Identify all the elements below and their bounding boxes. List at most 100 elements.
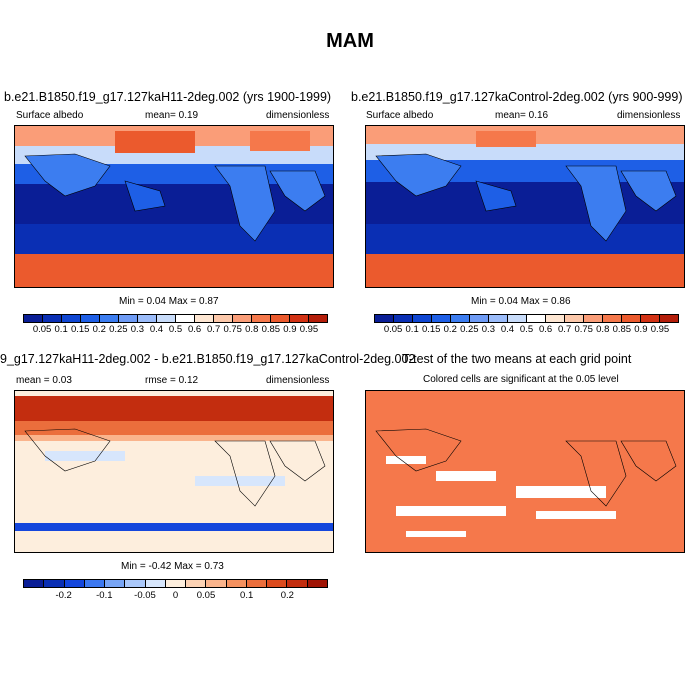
colorbar-tick-label: 0.95 [299, 324, 319, 335]
colorbar-tick-label: 0.05 [32, 324, 52, 335]
colorbar-tick-label: 0 [172, 590, 179, 601]
colorbar-swatch [233, 315, 252, 322]
colorbar-swatch [546, 315, 565, 322]
colorbar-tick-label: 0.9 [283, 324, 297, 335]
colorbar-swatch [84, 580, 106, 587]
colorbar-tick-label: 0.85 [261, 324, 281, 335]
colorbar-swatch [43, 315, 62, 322]
panel1-map [14, 125, 334, 288]
colorbar-swatch [165, 580, 187, 587]
panel1-colorbar [23, 314, 328, 323]
colorbar-swatch [271, 315, 290, 322]
colorbar-tick-label: 0.4 [149, 324, 164, 335]
colorbar-swatch [508, 315, 527, 322]
panel1-minmax: Min = 0.04 Max = 0.87 [119, 296, 219, 307]
panel2-variable-label: Surface albedo [366, 110, 434, 121]
colorbar-swatch [44, 580, 65, 587]
panel2-map [365, 125, 685, 288]
colorbar-tick-label: 0.5 [168, 324, 183, 335]
panel3-colorbar-labels: -0.2 -0.1 -0.05 0 0.05 0.1 0.2 [23, 590, 328, 602]
colorbar-tick-label: 0.75 [574, 324, 593, 335]
colorbar-swatch [413, 315, 432, 322]
colorbar-swatch [62, 315, 81, 322]
colorbar-tick-label: 0.15 [70, 324, 90, 335]
panel3-units-label: dimensionless [266, 375, 330, 386]
panel1-variable-label: Surface albedo [16, 110, 84, 121]
panel1-mean-label: mean= 0.19 [145, 110, 199, 121]
colorbar-swatch [105, 580, 126, 587]
panel1-units-label: dimensionless [266, 110, 330, 121]
colorbar-swatch [176, 315, 195, 322]
colorbar-tick-label: 0.1 [405, 324, 419, 335]
colorbar-tick-label: 0.05 [196, 590, 216, 601]
panel3-mean-label: mean = 0.03 [16, 375, 72, 386]
colorbar-swatch [470, 315, 489, 322]
colorbar-swatch [64, 580, 85, 587]
colorbar-tick-label: 0.1 [240, 590, 254, 601]
panel4-title: T-test of the two means at each grid poi… [402, 352, 632, 366]
colorbar-tick-label: 0.5 [519, 324, 534, 335]
panel1-title: b.e21.B1850.f19_g17.127kaH11-2deg.002 (y… [4, 90, 332, 104]
colorbar-tick-label: -0.05 [134, 590, 156, 601]
colorbar-swatch [432, 315, 451, 322]
colorbar-swatch [641, 315, 660, 322]
colorbar-tick-label: 0.6 [187, 324, 202, 335]
panel3-map [14, 390, 334, 553]
colorbar-tick-label: 0.95 [650, 324, 670, 335]
colorbar-tick-label: 0.25 [109, 324, 128, 335]
colorbar-swatch [603, 315, 622, 322]
colorbar-tick-label: 0.85 [612, 324, 632, 335]
colorbar-swatch [125, 580, 146, 587]
colorbar-swatch [157, 315, 176, 322]
colorbar-swatch [24, 580, 45, 587]
colorbar-swatch [660, 315, 678, 322]
colorbar-swatch [138, 315, 157, 322]
colorbar-tick-label: 0.9 [634, 324, 648, 335]
colorbar-swatch [186, 580, 207, 587]
colorbar-swatch [375, 315, 394, 322]
colorbar-swatch [119, 315, 138, 322]
colorbar-tick-label: 0.8 [245, 324, 259, 335]
panel3-title: 9_g17.127kaH11-2deg.002 - b.e21.B1850.f1… [0, 352, 416, 366]
colorbar-tick-label: 0.3 [130, 324, 144, 335]
colorbar-tick-label: 0.7 [207, 324, 221, 335]
colorbar-tick-label: 0.6 [538, 324, 553, 335]
colorbar-swatch [226, 580, 247, 587]
panel3-minmax: Min = -0.42 Max = 0.73 [121, 561, 224, 572]
colorbar-tick-label: 0.4 [500, 324, 515, 335]
colorbar-swatch [451, 315, 470, 322]
colorbar-tick-label: 0.2 [92, 324, 106, 335]
panel4-map [365, 390, 685, 553]
colorbar-swatch [24, 315, 43, 322]
colorbar-swatch [246, 580, 268, 587]
colorbar-swatch [100, 315, 119, 322]
panel4-subtitle: Colored cells are significant at the 0.0… [423, 374, 619, 385]
panel3-rmse-label: rmse = 0.12 [145, 375, 199, 386]
colorbar-tick-label: 0.7 [558, 324, 572, 335]
colorbar-tick-label: 0.75 [223, 324, 242, 335]
colorbar-swatch [565, 315, 584, 322]
colorbar-tick-label: 0.2 [443, 324, 457, 335]
colorbar-tick-label: 0.3 [481, 324, 495, 335]
colorbar-swatch [290, 315, 309, 322]
panel2-colorbar-labels: 0.05 0.1 0.15 0.2 0.25 0.3 0.4 0.5 0.6 0.7 0.75 0.8… [374, 324, 679, 336]
colorbar-swatch [81, 315, 100, 322]
colorbar-swatch [195, 315, 214, 322]
panel2-units-label: dimensionless [617, 110, 681, 121]
colorbar-tick-label: 0.15 [421, 324, 441, 335]
colorbar-swatch [309, 315, 327, 322]
colorbar-tick-label: 0.2 [280, 590, 294, 601]
colorbar-swatch [206, 580, 227, 587]
panel1-colorbar-labels: 0.05 0.1 0.15 0.2 0.25 0.3 0.4 0.5 0.6 0.7 0.75 0.8… [23, 324, 328, 336]
figure-title: MAM [326, 30, 374, 52]
colorbar-swatch [527, 315, 546, 322]
colorbar-swatch [489, 315, 508, 322]
panel2-minmax: Min = 0.04 Max = 0.86 [471, 296, 571, 307]
colorbar-swatch [584, 315, 603, 322]
colorbar-swatch [394, 315, 413, 322]
colorbar-tick-label: 0.05 [383, 324, 403, 335]
panel2-mean-label: mean= 0.16 [495, 110, 549, 121]
colorbar-swatch [307, 580, 327, 587]
colorbar-tick-label: 0.1 [54, 324, 68, 335]
panel2-title: b.e21.B1850.f19_g17.127kaControl-2deg.00… [351, 90, 683, 104]
